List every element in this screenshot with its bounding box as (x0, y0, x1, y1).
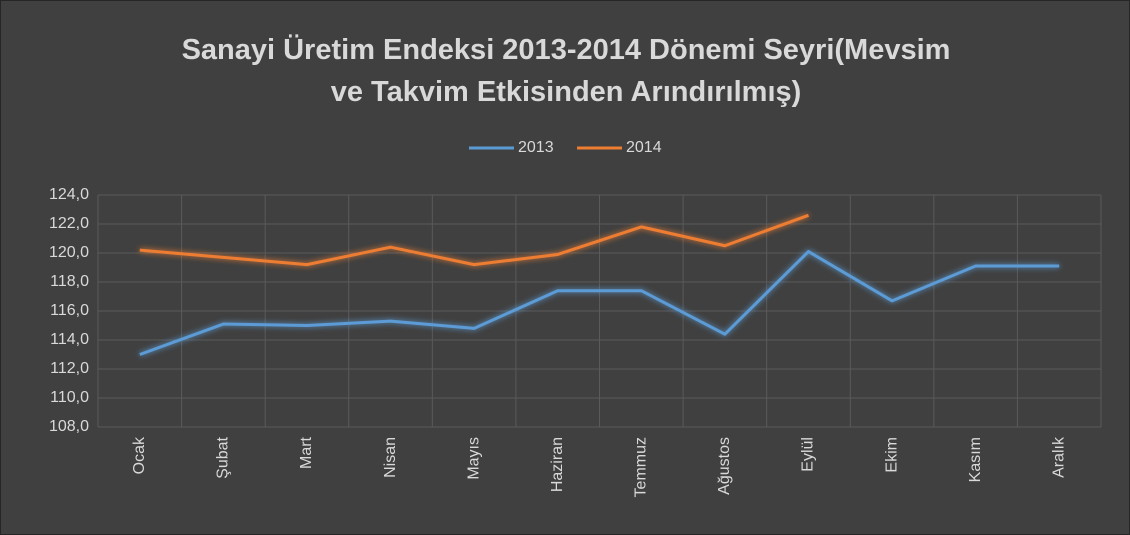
x-tick-label: Mart (298, 436, 315, 469)
y-tick-label: 120,0 (49, 244, 89, 261)
y-tick-label: 122,0 (49, 215, 89, 232)
y-tick-label: 116,0 (50, 302, 89, 319)
x-tick-label: Ekim (883, 437, 900, 473)
series-line (139, 213, 809, 267)
legend-label: 2014 (626, 139, 662, 156)
y-tick-label: 112,0 (50, 360, 89, 377)
x-tick-label: Eylül (800, 437, 817, 472)
x-tick-label: Nisan (382, 437, 399, 478)
x-tick-label: Temmuz (633, 437, 650, 497)
x-tick-label: Haziran (549, 437, 566, 492)
y-tick-label: 118,0 (50, 273, 89, 290)
x-tick-label: Ağustos (716, 437, 733, 495)
x-tick-label: Kasım (967, 437, 984, 482)
x-tick-label: Aralık (1050, 436, 1067, 478)
x-tick-label: Ocak (131, 436, 148, 474)
y-tick-label: 124,0 (49, 186, 89, 203)
x-tick-label: Şubat (215, 436, 232, 478)
series-line (139, 250, 1060, 356)
chart-title: Sanayi Üretim Endeksi 2013-2014 Dönemi S… (181, 34, 951, 108)
y-tick-label: 108,0 (49, 418, 89, 435)
y-tick-label: 110,0 (50, 389, 89, 406)
x-tick-label: Mayıs (465, 437, 482, 480)
y-tick-label: 114,0 (50, 331, 89, 348)
legend-label: 2013 (518, 139, 554, 156)
